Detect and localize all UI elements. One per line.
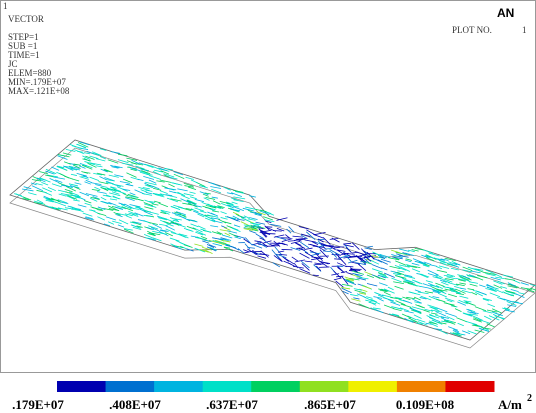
logo: AN — [497, 6, 514, 20]
legend-swatch — [106, 381, 155, 392]
legend-unit: A/m — [498, 397, 522, 412]
legend-swatch — [251, 381, 300, 392]
legend-label: 0.109E+08 — [396, 397, 455, 412]
legend: .179E+07 .408E+07 .637E+07 .865E+07 0.109E+0… — [12, 381, 532, 412]
legend-label: .179E+07 — [12, 397, 64, 412]
plot-frame — [1, 1, 536, 373]
legend-label: .865E+07 — [304, 397, 356, 412]
legend-swatch — [348, 381, 397, 392]
info-line: MAX=.121E+08 — [8, 86, 70, 96]
plot-label: PLOT NO. — [452, 25, 492, 35]
legend-label: .408E+07 — [109, 397, 161, 412]
vector-arrow — [334, 259, 341, 260]
legend-swatch — [300, 381, 349, 392]
legend-swatch — [397, 381, 446, 392]
legend-swatch — [445, 381, 494, 392]
window-number: 1 — [3, 1, 8, 11]
ansys-plot: 1 VECTOR STEP=1SUB =1TIME=1JCELEM=880MIN… — [0, 0, 536, 413]
legend-unit-power: 2 — [527, 393, 532, 404]
legend-swatch — [203, 381, 252, 392]
legend-swatch — [57, 381, 106, 392]
legend-swatch — [154, 381, 203, 392]
legend-label: .637E+07 — [206, 397, 258, 412]
plot-number: 1 — [522, 25, 527, 35]
plot-type: VECTOR — [8, 14, 44, 24]
